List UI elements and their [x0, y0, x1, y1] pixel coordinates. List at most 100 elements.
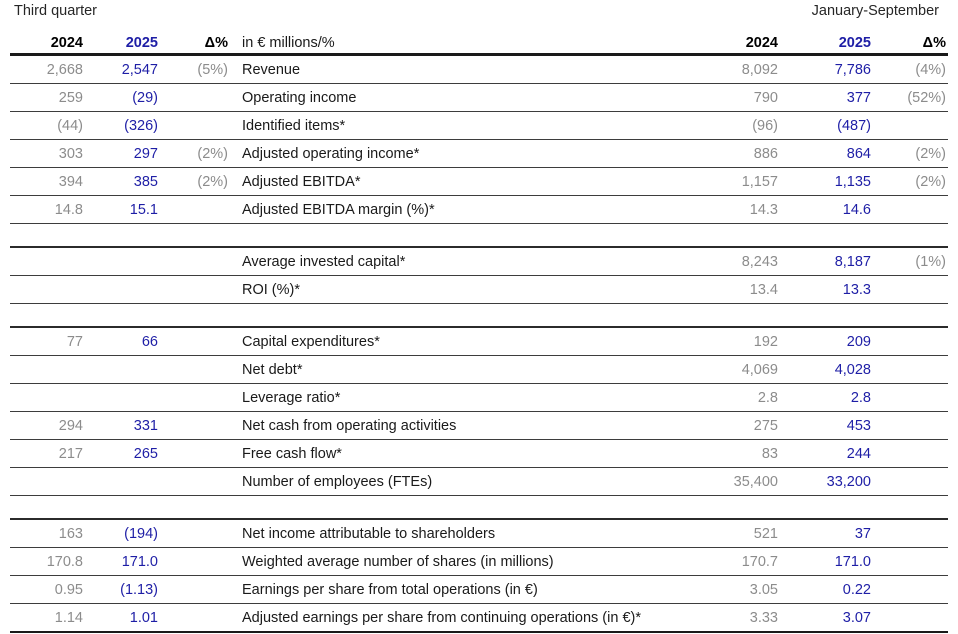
table-row: 259 (29) Operating income 790 377 (52%)	[10, 84, 948, 112]
cell-y2025: 864	[846, 145, 871, 162]
cell-y2024: 8,092	[741, 61, 778, 78]
cell-y2025: 37	[854, 525, 871, 542]
row-label: Average invested capital*	[242, 253, 406, 270]
header-y2024: 2024	[745, 34, 778, 51]
cell-y2025: 13.3	[842, 281, 871, 298]
cell-q2024: (44)	[57, 117, 83, 134]
cell-qdelta: (5%)	[197, 61, 228, 78]
cell-y2025: 377	[846, 89, 871, 106]
cell-y2024: 4,069	[741, 361, 778, 378]
table-row: 170.8 171.0 Weighted average number of sha…	[10, 548, 948, 576]
header-q2025: 2025	[125, 34, 158, 51]
table-row: 394 385 (2%) Adjusted EBITDA* 1,157 1,135 (2%)	[10, 168, 948, 196]
cell-q2024: 2,668	[46, 61, 83, 78]
cell-y2025: 33,200	[826, 473, 871, 490]
row-label: Earnings per share from total operations…	[242, 581, 538, 598]
cell-q2025: (1.13)	[120, 581, 158, 598]
cell-q2025: 66	[141, 333, 158, 350]
row-label: Weighted average number of shares (in mi…	[242, 553, 554, 570]
table-body: 2,668 2,547 (5%) Revenue 8,092 7,786 (4%) 259 (2…	[10, 56, 948, 633]
cell-q2025: 2,547	[121, 61, 158, 78]
cell-y2024: 2.8	[757, 389, 778, 406]
cell-y2024: 83	[761, 445, 778, 462]
row-label: Number of employees (FTEs)	[242, 473, 433, 490]
cell-y2024: 886	[753, 145, 778, 162]
cell-y2025: (487)	[837, 117, 871, 134]
row-label: Net income attributable to shareholders	[242, 525, 496, 542]
cell-qdelta: (2%)	[197, 145, 228, 162]
cell-q2024: 14.8	[54, 201, 83, 218]
cell-y2024: 1,157	[741, 173, 778, 190]
section-spacer	[10, 224, 948, 246]
cell-q2025: 1.01	[129, 609, 158, 626]
row-label: Net debt*	[242, 361, 303, 378]
cell-y2025: 8,187	[834, 253, 871, 270]
cell-ydelta: (4%)	[915, 61, 946, 78]
cell-q2024: 303	[58, 145, 83, 162]
right-group-title: January-September	[811, 3, 939, 19]
cell-y2024: 790	[753, 89, 778, 106]
cell-ydelta: (52%)	[907, 89, 946, 106]
cell-y2024: (96)	[752, 117, 778, 134]
cell-ydelta: (1%)	[915, 253, 946, 270]
cell-q2025: 297	[133, 145, 158, 162]
table-row: Number of employees (FTEs) 35,400 33,200	[10, 468, 948, 496]
cell-q2024: 77	[66, 333, 83, 350]
cell-y2025: 7,786	[834, 61, 871, 78]
table-row: (44) (326) Identified items* (96) (487)	[10, 112, 948, 140]
cell-q2025: 385	[133, 173, 158, 190]
cell-q2024: 217	[58, 445, 83, 462]
table-row: 0.95 (1.13) Earnings per share from total …	[10, 576, 948, 604]
table-row: 303 297 (2%) Adjusted operating income* 886 8…	[10, 140, 948, 168]
table-row: 77 66 Capital expenditures* 192 209	[10, 326, 948, 356]
header-q2024: 2024	[50, 34, 83, 51]
row-label: Leverage ratio*	[242, 389, 341, 406]
row-label: Capital expenditures*	[242, 333, 380, 350]
cell-ydelta: (2%)	[915, 173, 946, 190]
row-label: ROI (%)*	[242, 281, 300, 298]
cell-q2025: 171.0	[121, 553, 158, 570]
cell-q2025: 331	[133, 417, 158, 434]
cell-qdelta: (2%)	[197, 173, 228, 190]
column-header-row: 2024 2025 Δ% in € millions/% 2024 2025 Δ…	[10, 25, 948, 56]
row-label: Revenue	[242, 61, 301, 78]
cell-y2025: 244	[846, 445, 871, 462]
table-row: 1.14 1.01 Adjusted earnings per share from…	[10, 604, 948, 633]
cell-q2025: (194)	[124, 525, 158, 542]
row-label: Adjusted EBITDA*	[242, 173, 361, 190]
row-label: Free cash flow*	[242, 445, 342, 462]
table-row: 2,668 2,547 (5%) Revenue 8,092 7,786 (4%)	[10, 56, 948, 84]
cell-y2024: 3.05	[749, 581, 778, 598]
cell-y2025: 1,135	[834, 173, 871, 190]
cell-y2025: 14.6	[842, 201, 871, 218]
cell-q2024: 394	[58, 173, 83, 190]
row-label: Net cash from operating activities	[242, 417, 457, 434]
cell-ydelta: (2%)	[915, 145, 946, 162]
cell-y2025: 209	[846, 333, 871, 350]
cell-q2025: 15.1	[129, 201, 158, 218]
cell-y2025: 171.0	[834, 553, 871, 570]
row-label: Operating income	[242, 89, 357, 106]
row-label: Adjusted operating income*	[242, 145, 420, 162]
left-group-title: Third quarter	[14, 3, 98, 19]
cell-y2025: 453	[846, 417, 871, 434]
cell-y2024: 170.7	[741, 553, 778, 570]
cell-y2024: 192	[753, 333, 778, 350]
row-label: Adjusted EBITDA margin (%)*	[242, 201, 435, 218]
header-unit-label: in € millions/%	[242, 34, 335, 51]
cell-y2025: 4,028	[834, 361, 871, 378]
row-label: Identified items*	[242, 117, 346, 134]
table-row: Net debt* 4,069 4,028	[10, 356, 948, 384]
header-ydelta: Δ%	[922, 34, 946, 51]
cell-y2024: 275	[753, 417, 778, 434]
table-row: Average invested capital* 8,243 8,187 (1%)	[10, 246, 948, 276]
row-label: Adjusted earnings per share from continu…	[242, 609, 641, 626]
table-row: Leverage ratio* 2.8 2.8	[10, 384, 948, 412]
table-row: 14.8 15.1 Adjusted EBITDA margin (%)* 14.3 1…	[10, 196, 948, 224]
section-spacer	[10, 304, 948, 326]
cell-y2024: 13.4	[749, 281, 778, 298]
cell-q2025: (326)	[124, 117, 158, 134]
cell-y2025: 0.22	[842, 581, 871, 598]
cell-q2025: 265	[133, 445, 158, 462]
